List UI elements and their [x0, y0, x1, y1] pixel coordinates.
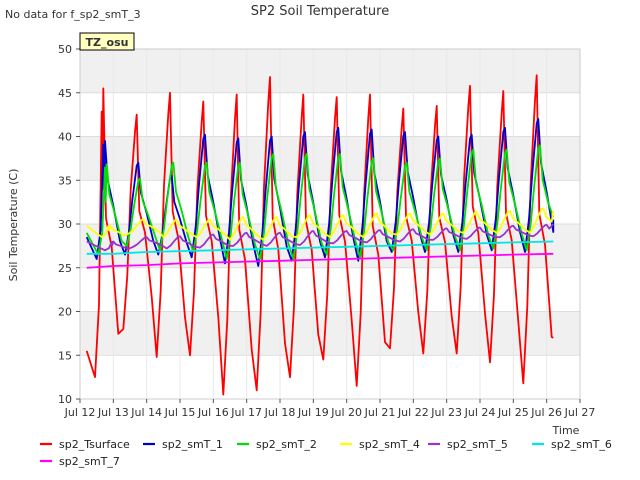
legend-label-sp2_smT_6: sp2_smT_6 — [551, 438, 612, 451]
tz-badge-label: TZ_osu — [86, 36, 129, 49]
x-tick-label: Jul 26 — [530, 406, 562, 419]
series-lines — [85, 74, 555, 396]
plot-band — [80, 311, 580, 356]
x-tick-label: Jul 13 — [97, 406, 129, 419]
y-tick-label: 35 — [58, 174, 72, 187]
x-tick-label: Jul 21 — [364, 406, 396, 419]
legend-label-sp2_Tsurface: sp2_Tsurface — [59, 438, 130, 451]
y-tick-label: 45 — [58, 87, 72, 100]
x-tick-label: Jul 15 — [164, 406, 196, 419]
x-tick-label: Jul 27 — [564, 406, 596, 419]
x-tick-label: Jul 19 — [297, 406, 329, 419]
series-line-sp2_smT_5 — [86, 223, 554, 252]
y-tick-label: 15 — [58, 349, 72, 362]
x-tick-label: Jul 12 — [64, 406, 96, 419]
chart-title: SP2 Soil Temperature — [251, 4, 389, 19]
x-tick-label: Jul 23 — [430, 406, 462, 419]
y-tick-label: 40 — [58, 131, 72, 144]
series-line-sp2_smT_6 — [86, 240, 554, 255]
x-tick-label: Jul 22 — [397, 406, 429, 419]
x-tick-label: Jul 16 — [197, 406, 229, 419]
x-axis-label: Time — [552, 424, 580, 437]
x-tick-label: Jul 14 — [130, 406, 162, 419]
y-tick-label: 25 — [58, 262, 72, 275]
legend-label-sp2_smT_4: sp2_smT_4 — [359, 438, 420, 451]
legend-label-sp2_smT_5: sp2_smT_5 — [447, 438, 508, 451]
series-line-sp2_smT_7 — [86, 252, 554, 269]
y-tick-label: 20 — [58, 306, 72, 319]
y-tick-label: 10 — [58, 393, 72, 406]
y-axis-label: Soil Temperature (C) — [7, 169, 20, 282]
series-line-sp2_smT_4 — [86, 207, 555, 241]
series-line-sp2_smT_2 — [85, 144, 555, 260]
series-line-sp2_Tsurface — [85, 74, 554, 396]
tz-badge-box — [79, 32, 135, 51]
x-tick-label: Jul 18 — [264, 406, 296, 419]
x-tick-label: Jul 24 — [464, 406, 496, 419]
legend: sp2_Tsurface sp2_smT_1 sp2_smT_2 sp2_smT_4 s… — [40, 438, 612, 468]
y-tick-label: 50 — [58, 43, 72, 56]
plot-band — [80, 136, 580, 181]
x-tick-label: Jul 25 — [497, 406, 529, 419]
legend-label-sp2_smT_7: sp2_smT_7 — [59, 455, 120, 468]
legend-label-sp2_smT_1: sp2_smT_1 — [162, 438, 223, 451]
tz-badge: TZ_osu — [79, 32, 135, 51]
legend-label-sp2_smT_2: sp2_smT_2 — [256, 438, 317, 451]
x-tick-label: Jul 20 — [330, 406, 362, 419]
plot-band — [80, 49, 580, 93]
y-tick-label: 30 — [58, 218, 72, 231]
x-tick-label: Jul 17 — [230, 406, 262, 419]
no-data-note: No data for f_sp2_smT_3 — [5, 8, 141, 21]
